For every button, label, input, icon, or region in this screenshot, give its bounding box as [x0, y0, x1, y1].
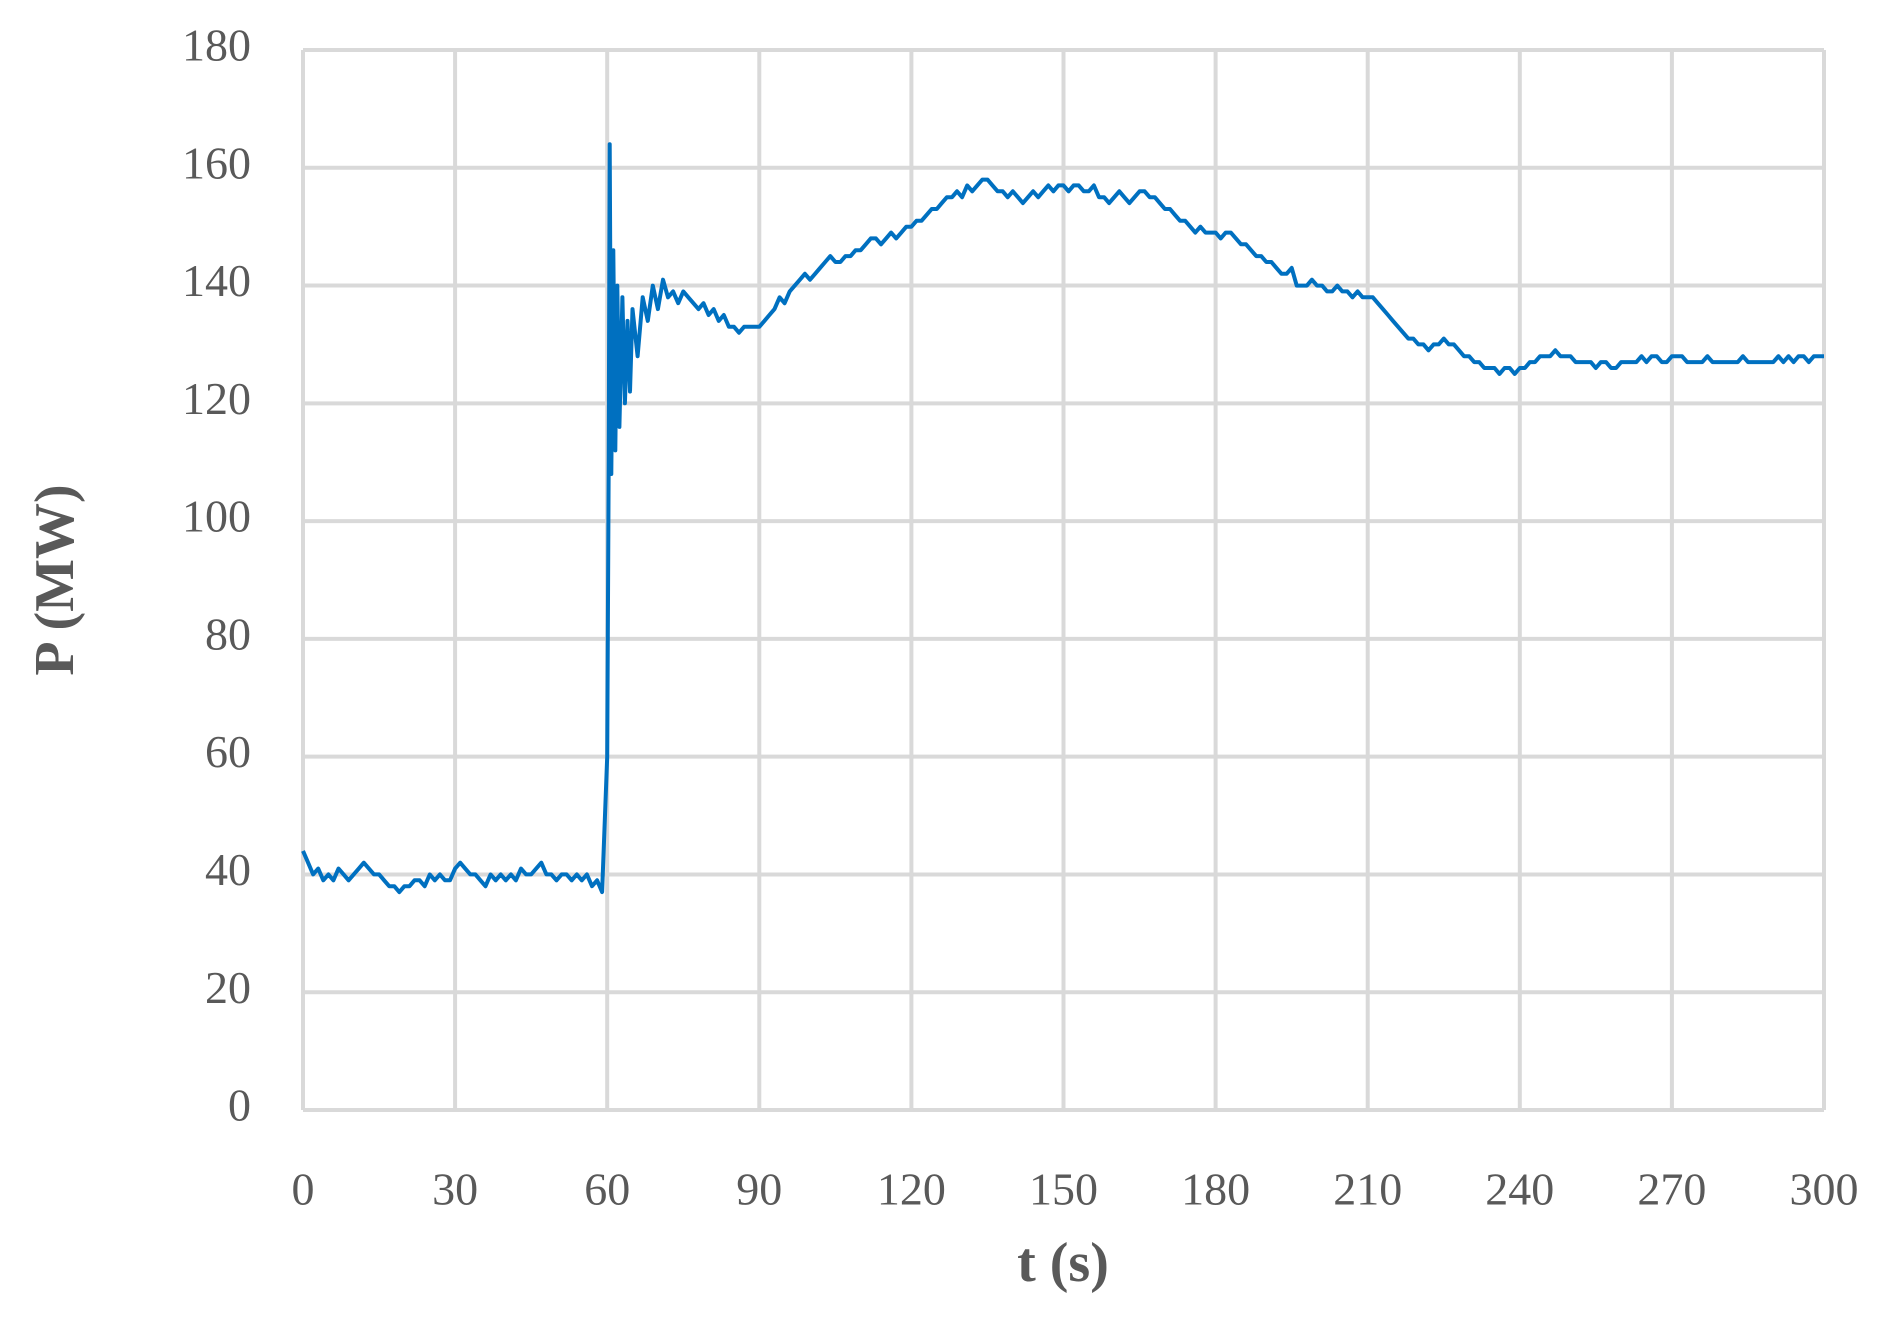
- x-tick-label: 210: [1333, 1164, 1402, 1215]
- x-tick-label: 30: [432, 1164, 478, 1215]
- x-tick-label: 270: [1637, 1164, 1706, 1215]
- y-tick-label: 80: [205, 608, 251, 659]
- y-tick-label: 0: [228, 1080, 251, 1131]
- y-axis-title: P (MW): [24, 484, 86, 675]
- y-tick-label: 120: [182, 373, 251, 424]
- y-tick-label: 20: [205, 962, 251, 1013]
- x-tick-label: 300: [1790, 1164, 1859, 1215]
- y-tick-label: 140: [182, 255, 251, 306]
- x-tick-label: 60: [584, 1164, 630, 1215]
- x-tick-label: 240: [1485, 1164, 1554, 1215]
- y-tick-label: 60: [205, 726, 251, 777]
- x-tick-label: 150: [1029, 1164, 1098, 1215]
- x-tick-label: 180: [1181, 1164, 1250, 1215]
- y-tick-label: 160: [182, 137, 251, 188]
- x-tick-label: 90: [736, 1164, 782, 1215]
- y-tick-label: 100: [182, 491, 251, 542]
- x-axis-title: t (s): [1017, 1232, 1109, 1294]
- x-tick-label: 0: [292, 1164, 315, 1215]
- x-tick-label: 120: [877, 1164, 946, 1215]
- y-tick-label: 40: [205, 844, 251, 895]
- y-tick-label: 180: [182, 20, 251, 71]
- data-line: [301, 142, 1824, 895]
